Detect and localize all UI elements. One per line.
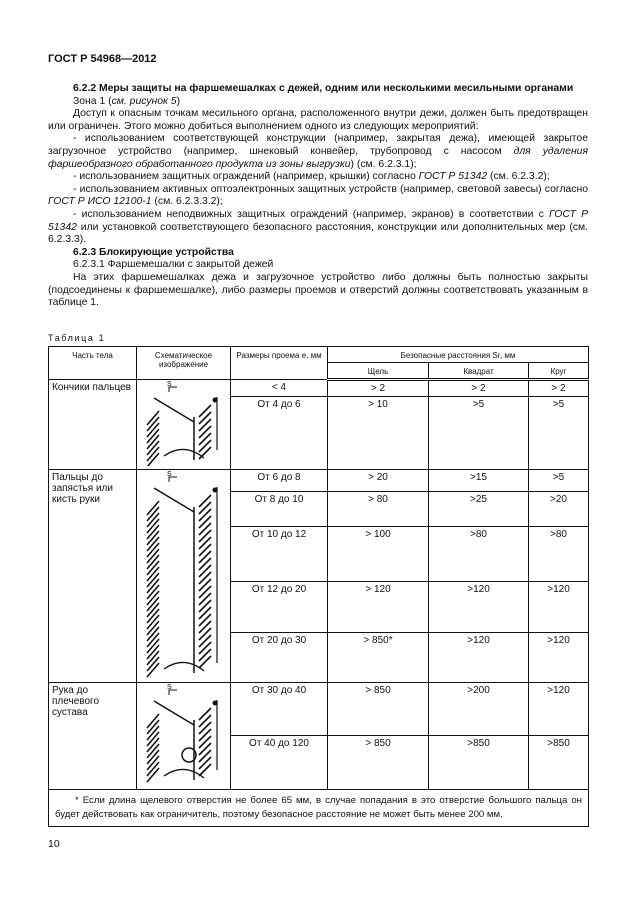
t: (см. 6.2.3.2); — [487, 171, 550, 183]
paragraph: Доступ к опасным точкам месильного орган… — [48, 108, 588, 132]
opening-size-cell: От 6 до 8 — [230, 468, 328, 493]
schematic-cell: S — [136, 379, 231, 470]
square-distance-cell: >850 — [428, 734, 529, 791]
svg-text:S: S — [167, 684, 172, 691]
table-row: Кончики пальцев S < 4 > 2 > 2 > 2 — [48, 378, 589, 470]
square-distance-cell: >80 — [428, 525, 529, 583]
body-text: 6.2.2 Меры защиты на фаршемешалках с деж… — [48, 83, 588, 310]
t: ГОСТ Р 51342 — [418, 171, 488, 183]
circle-distance-cell: >120 — [528, 631, 589, 683]
zone-end: ) — [176, 95, 181, 107]
schematic-drawing: S — [145, 381, 218, 468]
circle-distance-cell: >120 — [528, 682, 589, 736]
header-slot: Щель — [327, 362, 429, 381]
square-distance-cell: >120 — [428, 581, 529, 633]
t: или установкой соответствующего безопасн… — [48, 221, 588, 246]
safety-distance-table: Часть тела Схематическое изображение Раз… — [48, 346, 589, 827]
table-row: Рука до плечевого сустава S От 30 до 40 > 8… — [48, 682, 589, 790]
t: - использованием неподвижных защитных ог… — [73, 208, 549, 220]
t: - использованием соответствующей констру… — [48, 133, 588, 157]
circle-distance-cell: >80 — [528, 525, 589, 583]
opening-size-cell: От 8 до 10 — [230, 491, 328, 527]
square-distance-cell: >25 — [428, 491, 529, 527]
opening-size-cell: От 12 до 20 — [230, 581, 328, 633]
paragraph: На этих фаршемешалках дежа и загрузочное… — [48, 271, 588, 309]
header-schema: Схематическое изображение — [136, 346, 231, 380]
zone-line: Зона 1 (см. рисунок 5) — [48, 96, 588, 109]
header-part: Часть тела — [48, 346, 137, 380]
schematic-cell: S — [136, 469, 231, 683]
square-distance-cell: >120 — [428, 631, 529, 683]
slot-distance-cell: > 80 — [327, 491, 429, 527]
slot-distance-cell: > 10 — [327, 396, 429, 470]
body-part-cell: Пальцы до запястья или кисть руки — [48, 469, 137, 683]
t: - использованием активных оптоэлектронны… — [73, 183, 588, 195]
footnote-row: * Если длина щелевого отверстия не более… — [48, 789, 589, 827]
schematic-drawing: S — [145, 684, 218, 783]
slot-distance-cell: > 850 — [327, 682, 429, 736]
opening-size-cell: От 30 до 40 — [230, 682, 328, 736]
section-title: 6.2.3 Блокирующие устройства — [73, 246, 234, 258]
square-distance-cell: >5 — [428, 396, 529, 470]
zone-ref: см. рисунок 5 — [111, 95, 177, 107]
table-row: От 4 до 6 > 10 >5 >5 — [49, 396, 589, 470]
circle-distance-cell: > 2 — [528, 378, 589, 398]
header-circle: Круг — [528, 362, 589, 381]
schematic-cell: S — [136, 682, 231, 790]
opening-size-cell: От 20 до 30 — [230, 631, 328, 683]
svg-text:S: S — [167, 381, 172, 388]
t: ГОСТ Р 51342 — [48, 208, 588, 233]
document-header: ГОСТ Р 54968—2012 — [48, 53, 157, 65]
list-item: - использованием неподвижных защитных ог… — [48, 209, 588, 247]
table-row: От 8 до 10 > 80 >25 >20 — [49, 491, 589, 527]
list-item: - использованием соответствующей констру… — [48, 133, 588, 171]
section-title: 6.2.2 Меры защиты на фаршемешалках с деж… — [73, 83, 574, 94]
schematic-drawing: S — [145, 471, 218, 678]
opening-size-cell: < 4 — [230, 378, 328, 398]
list-item: - использованием активных оптоэлектронны… — [48, 184, 588, 209]
body-part-cell: Кончики пальцев — [48, 379, 137, 470]
t: (см. 6.2.3.3.2); — [151, 196, 223, 208]
opening-size-cell: От 40 до 120 — [230, 734, 328, 791]
table-footnote: * Если длина щелевого отверстия не более… — [48, 789, 589, 827]
square-distance-cell: > 2 — [428, 378, 529, 398]
table-row: От 12 до 20 > 120 >120 >120 — [49, 581, 589, 633]
table-caption: Таблица 1 — [48, 333, 106, 343]
table-row: От 10 до 12 > 100 >80 >80 — [49, 525, 589, 583]
slot-distance-cell: > 850 — [327, 734, 429, 791]
zone-text: Зона 1 ( — [73, 95, 112, 107]
slot-distance-cell: > 100 — [327, 525, 429, 583]
square-distance-cell: >200 — [428, 682, 529, 736]
header-square: Квадрат — [428, 362, 529, 381]
square-distance-cell: >15 — [428, 468, 529, 493]
subsection-title: 6.2.3.1 Фаршемешалки с закрытой дежей — [73, 259, 274, 271]
slot-distance-cell: > 2 — [327, 378, 429, 398]
table-row: Пальцы до запястья или кисть руки S От 6 д… — [48, 468, 589, 683]
header-size: Размеры проема e, мм — [230, 346, 328, 380]
slot-distance-cell: > 20 — [327, 468, 429, 493]
table-row: От 20 до 30 > 850* >120 >120 — [49, 631, 589, 683]
circle-distance-cell: >20 — [528, 491, 589, 527]
list-item: - использованием защитных ограждений (на… — [48, 171, 588, 184]
opening-size-cell: От 10 до 12 — [230, 525, 328, 583]
circle-distance-cell: >5 — [528, 468, 589, 493]
table-row: От 40 до 120 > 850 >850 >850 — [49, 734, 589, 791]
t: ГОСТ Р ИСО 12100-1 — [48, 196, 152, 208]
t: для удаления фаршеобразного обработанног… — [48, 145, 588, 170]
slot-distance-cell: > 120 — [327, 581, 429, 633]
slot-distance-cell: > 850* — [327, 631, 429, 683]
t: ) (см. 6.2.3.1); — [350, 158, 417, 170]
svg-text:S: S — [167, 471, 172, 478]
page-number: 10 — [48, 838, 60, 850]
body-part-cell: Рука до плечевого сустава — [48, 682, 137, 790]
circle-distance-cell: >120 — [528, 581, 589, 633]
opening-size-cell: От 4 до 6 — [230, 396, 328, 470]
t: - использованием защитных ограждений (на… — [73, 171, 419, 183]
circle-distance-cell: >5 — [528, 396, 589, 470]
circle-distance-cell: >850 — [528, 734, 589, 791]
header-safe: Безопасные расстояния Sr, мм — [327, 346, 589, 363]
